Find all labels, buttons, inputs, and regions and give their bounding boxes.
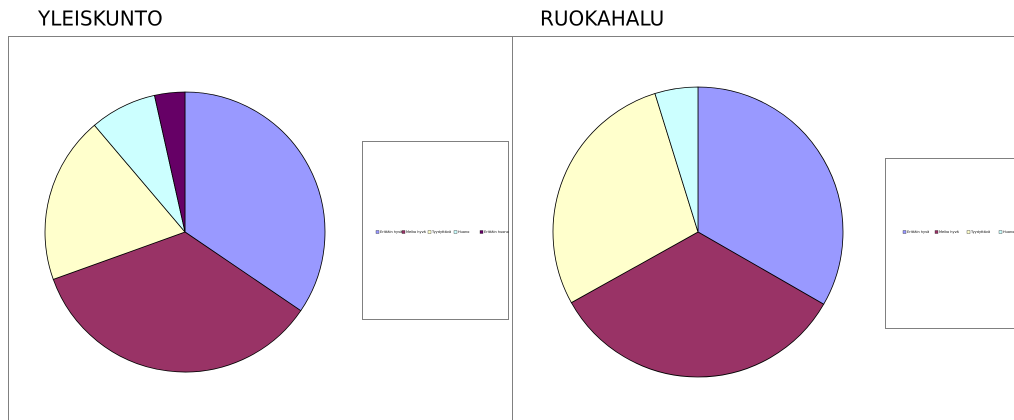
legend-label: Tyydyttävä xyxy=(431,230,451,234)
legend-box xyxy=(362,141,509,320)
legend-label: Melko hyvä xyxy=(939,230,959,234)
legend-label: Tyydyttävä xyxy=(970,230,990,234)
pie-slice xyxy=(552,93,699,304)
legend-label: Huono xyxy=(458,230,469,234)
chart-title: RUOKAHALU xyxy=(540,7,664,31)
legend-label: Erittäin hyvä xyxy=(907,230,929,234)
legend-swatch xyxy=(998,230,1003,234)
pie-slice xyxy=(697,86,844,305)
chart-title: YLEISKUNTO xyxy=(37,7,163,31)
legend-label: Huono xyxy=(1003,230,1014,234)
legend-swatch xyxy=(375,230,380,234)
pie-slice xyxy=(184,91,326,312)
legend-swatch xyxy=(427,230,432,234)
legend-box xyxy=(885,158,1014,329)
legend-swatch xyxy=(902,230,907,234)
legend-swatch xyxy=(453,230,458,234)
legend-swatch xyxy=(966,230,971,234)
pie-slice xyxy=(570,231,825,378)
legend-swatch xyxy=(934,230,939,234)
pie-slice xyxy=(44,124,186,280)
pie-slice xyxy=(52,231,302,373)
legend-label: Melko hyvä xyxy=(406,230,426,234)
legend-swatch xyxy=(401,230,406,234)
legend-swatch xyxy=(479,230,484,234)
pie-slice xyxy=(153,91,186,233)
chart-frame xyxy=(512,36,1014,420)
legend-label: Erittäin hyvä xyxy=(380,230,402,234)
pie-slice xyxy=(654,86,699,233)
legend-label: Erittäin huono xyxy=(484,230,509,234)
